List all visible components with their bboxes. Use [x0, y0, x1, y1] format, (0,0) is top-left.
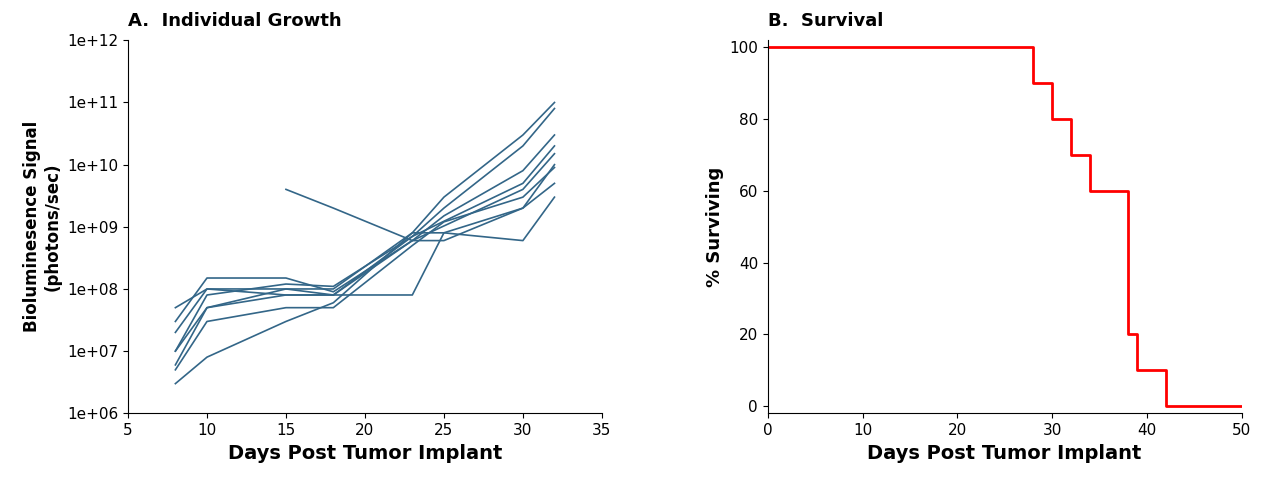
X-axis label: Days Post Tumor Implant: Days Post Tumor Implant	[228, 444, 502, 463]
X-axis label: Days Post Tumor Implant: Days Post Tumor Implant	[868, 444, 1142, 463]
Text: A.  Individual Growth: A. Individual Growth	[128, 13, 342, 30]
Y-axis label: Bioluminesence Signal
(photons/sec): Bioluminesence Signal (photons/sec)	[23, 121, 61, 333]
Y-axis label: % Surviving: % Surviving	[705, 167, 723, 287]
Text: B.  Survival: B. Survival	[768, 13, 883, 30]
